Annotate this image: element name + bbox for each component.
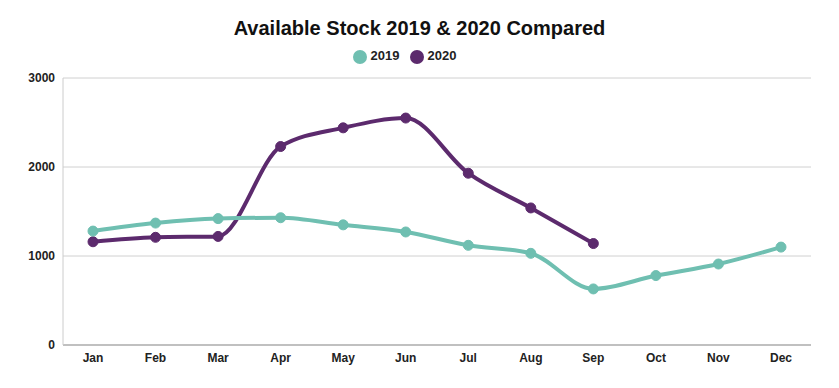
svg-text:May: May [332, 351, 356, 365]
svg-text:Jan: Jan [83, 351, 104, 365]
svg-text:Feb: Feb [145, 351, 166, 365]
svg-text:Jul: Jul [460, 351, 477, 365]
svg-text:Aug: Aug [519, 351, 542, 365]
svg-text:Mar: Mar [207, 351, 229, 365]
svg-text:Nov: Nov [707, 351, 730, 365]
svg-text:Sep: Sep [582, 351, 604, 365]
svg-text:2000: 2000 [28, 160, 55, 174]
html-text:2020: 2020 [427, 48, 457, 63]
svg-text:3000: 3000 [28, 71, 55, 85]
svg-text:Dec: Dec [770, 351, 792, 365]
html-text:Available Stock 2019 & 2020 Co: Available Stock 2019 & 2020 Compared [233, 17, 606, 39]
svg-text:Apr: Apr [270, 351, 291, 365]
html-text:2019: 2019 [370, 48, 400, 63]
svg-text:Jun: Jun [395, 351, 416, 365]
svg-text:1000: 1000 [28, 249, 55, 263]
svg-text:0: 0 [48, 338, 55, 352]
svg-text:Oct: Oct [646, 351, 666, 365]
